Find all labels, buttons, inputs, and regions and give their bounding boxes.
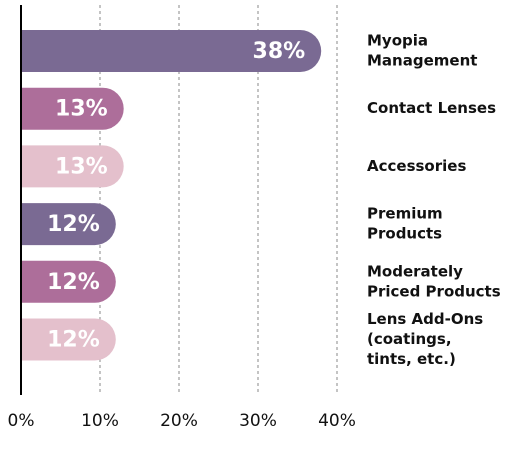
value-label: 38% (253, 39, 306, 64)
bar (21, 260, 116, 303)
category-label: Contact Lenses (367, 99, 496, 117)
x-tick-label: 10% (81, 411, 119, 431)
bar (21, 318, 116, 361)
bar (21, 145, 124, 188)
category-label: Myopia (367, 32, 428, 50)
bar (21, 30, 322, 72)
bar (21, 203, 116, 246)
x-tick-label: 40% (318, 411, 356, 431)
category-label: Accessories (367, 157, 466, 175)
category-label: (coatings, (367, 330, 452, 348)
bar (21, 87, 124, 130)
category-label: Lens Add-Ons (367, 310, 483, 328)
value-label: 13% (55, 97, 108, 122)
value-label: 12% (47, 212, 100, 237)
value-label: 12% (47, 328, 100, 353)
category-label: Moderately (367, 262, 463, 280)
category-label: Priced Products (367, 282, 501, 300)
x-tick-label: 0% (8, 411, 35, 431)
category-label: tints, etc.) (367, 350, 456, 368)
value-label: 13% (55, 154, 108, 179)
x-tick-label: 30% (239, 411, 277, 431)
category-label: Products (367, 225, 442, 243)
category-label: Premium (367, 205, 443, 223)
x-tick-label: 20% (160, 411, 198, 431)
category-label: Management (367, 52, 477, 70)
value-label: 12% (47, 270, 100, 295)
